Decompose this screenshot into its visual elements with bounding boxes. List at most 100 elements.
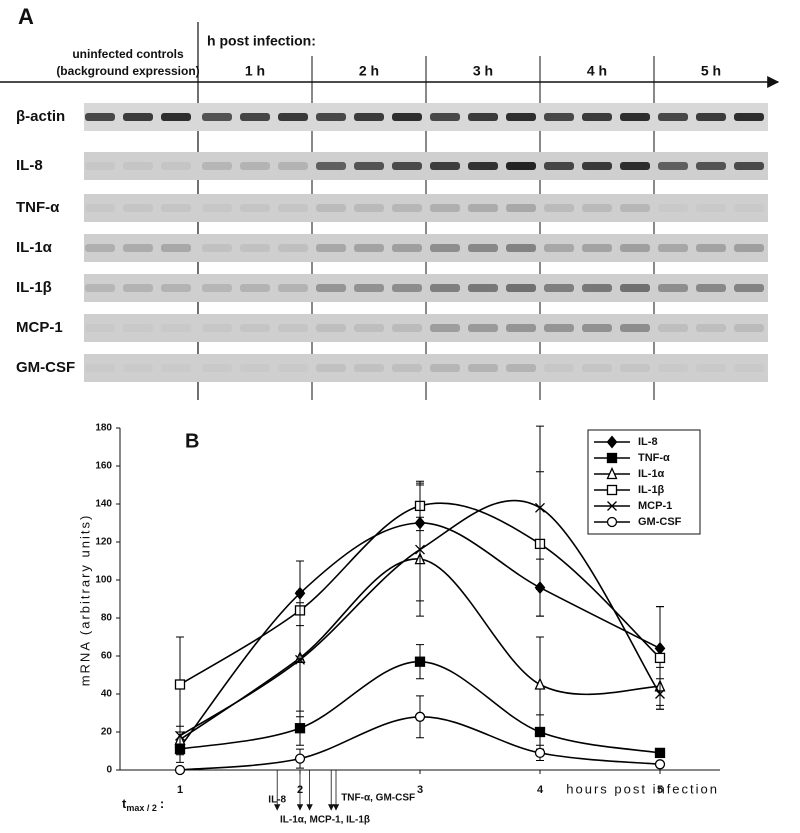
- data-point: [294, 753, 306, 764]
- y-tick-label: 100: [95, 575, 112, 586]
- gel-band: [658, 244, 688, 252]
- gel-band: [658, 113, 688, 121]
- gel-strip: [84, 314, 768, 342]
- gel-band: [734, 244, 764, 252]
- gel-band: [202, 284, 232, 292]
- gel-band: [161, 204, 191, 212]
- gel-band: [582, 364, 612, 372]
- tmax-label: IL-8: [268, 795, 286, 806]
- y-tick-label: 60: [101, 651, 113, 662]
- y-tick-label: 140: [95, 499, 112, 510]
- gel-band: [240, 364, 270, 372]
- gel-band: [85, 204, 115, 212]
- x-axis-label: hours post infection: [566, 781, 719, 796]
- gel-band: [202, 162, 232, 170]
- row-label: IL-8: [16, 157, 43, 174]
- data-point: [415, 544, 425, 555]
- tmax-label: TNF-α, GM-CSF: [341, 793, 415, 804]
- legend-marker: [606, 516, 618, 528]
- gel-band: [658, 162, 688, 170]
- gel-strip: [84, 234, 768, 262]
- gel-band: [468, 204, 498, 212]
- data-point: [535, 502, 545, 513]
- gel-band: [202, 204, 232, 212]
- data-point: [655, 689, 665, 699]
- hour-label: 1 h: [245, 63, 265, 79]
- y-tick-label: 20: [101, 727, 113, 738]
- row-label: β-actin: [16, 108, 65, 125]
- hour-label: 3 h: [473, 63, 493, 79]
- data-point: [654, 747, 666, 759]
- gel-band: [582, 324, 612, 332]
- gel-band: [161, 324, 191, 332]
- hour-label: 2 h: [359, 63, 379, 79]
- gel-band: [392, 364, 422, 372]
- gel-band: [240, 324, 270, 332]
- data-point: [175, 730, 185, 741]
- gel-band: [620, 204, 650, 212]
- gel-band: [161, 162, 191, 170]
- y-tick-label: 0: [106, 765, 112, 776]
- controls-label: uninfected controls: [72, 47, 184, 61]
- data-point: [534, 747, 546, 759]
- y-tick-label: 80: [101, 613, 113, 624]
- hour-label: 4 h: [587, 63, 607, 79]
- gel-band: [123, 204, 153, 212]
- gel-band: [123, 364, 153, 372]
- gel-band: [734, 162, 764, 170]
- data-point: [294, 723, 306, 734]
- y-tick-label: 40: [101, 689, 113, 700]
- gel-band: [658, 204, 688, 212]
- legend-marker: [606, 435, 618, 449]
- gel-band: [620, 324, 650, 332]
- gel-band: [392, 244, 422, 252]
- gel-band: [468, 324, 498, 332]
- gel-band: [696, 204, 726, 212]
- gel-band: [85, 113, 115, 121]
- gel-band: [278, 204, 308, 212]
- gel-band: [696, 324, 726, 332]
- gel-band: [354, 324, 384, 332]
- gel-band: [278, 364, 308, 372]
- data-point: [174, 679, 186, 690]
- gel-band: [354, 162, 384, 170]
- gel-band: [85, 284, 115, 292]
- gel-band: [658, 284, 688, 292]
- gel-band: [123, 162, 153, 170]
- gel-band: [430, 113, 460, 121]
- legend-marker: [607, 501, 617, 511]
- gel-band: [85, 324, 115, 332]
- gel-band: [354, 364, 384, 372]
- gel-band: [161, 244, 191, 252]
- y-tick-label: 120: [95, 537, 112, 548]
- gel-band: [468, 284, 498, 292]
- data-point: [295, 654, 305, 665]
- gel-band: [430, 162, 460, 170]
- panel-label: A: [18, 4, 34, 29]
- tmax-sub: max / 2: [126, 803, 157, 813]
- gel-band: [123, 284, 153, 292]
- row-label: MCP-1: [16, 319, 63, 336]
- y-tick-label: 160: [95, 461, 112, 472]
- gel-band: [240, 244, 270, 252]
- data-point: [414, 656, 426, 667]
- gel-strip: [84, 274, 768, 302]
- gel-band: [278, 284, 308, 292]
- row-label: IL-1α: [16, 239, 53, 256]
- gel-band: [430, 204, 460, 212]
- x-tick-label: 1: [177, 784, 183, 796]
- gel-band: [354, 244, 384, 252]
- gel-band: [430, 324, 460, 332]
- gel-band: [544, 364, 574, 372]
- gel-band: [161, 284, 191, 292]
- gel-band: [620, 113, 650, 121]
- legend-label: IL-1α: [638, 468, 665, 480]
- infection-header: h post infection:: [207, 33, 316, 49]
- gel-band: [468, 364, 498, 372]
- gel-band: [544, 162, 574, 170]
- gel-band: [85, 244, 115, 252]
- x-tick-label: 4: [537, 784, 544, 796]
- gel-band: [278, 324, 308, 332]
- data-point: [174, 764, 186, 776]
